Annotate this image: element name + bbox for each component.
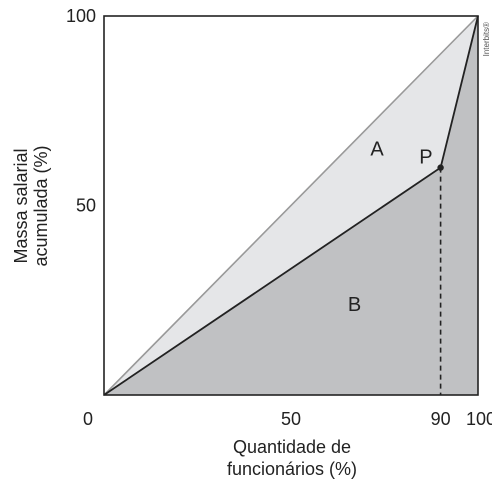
x-tick-label-0: 0	[83, 409, 93, 429]
x-tick-label-90: 90	[431, 409, 451, 429]
y-axis-ticks: 50 100	[66, 6, 96, 216]
x-tick-label-100: 100	[466, 409, 492, 429]
y-tick-label-100: 100	[66, 6, 96, 26]
watermark: Interbits®	[482, 22, 491, 56]
region-a-label: A	[370, 139, 384, 161]
point-p-marker	[437, 164, 444, 171]
x-tick-label-50: 50	[281, 409, 301, 429]
region-b-area	[104, 16, 478, 395]
point-p-label: P	[419, 147, 432, 169]
y-tick-label-50: 50	[76, 196, 96, 216]
plot-frame	[103, 15, 479, 396]
x-axis-ticks: 0 50 90 100	[83, 409, 492, 429]
x-axis-label-line1: Quantidade de	[233, 437, 351, 457]
equality-line	[103, 15, 479, 396]
y-axis-label-line1: Massa salarial	[11, 148, 31, 263]
x-axis-label-line2: funcionários (%)	[227, 459, 357, 479]
region-b-label: B	[348, 294, 361, 316]
y-axis-label-line2: acumulada (%)	[31, 145, 51, 266]
